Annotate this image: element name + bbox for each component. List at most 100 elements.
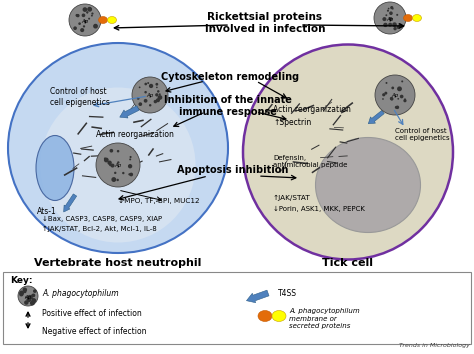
Circle shape xyxy=(383,23,388,27)
Circle shape xyxy=(25,296,27,298)
Circle shape xyxy=(392,86,394,89)
Circle shape xyxy=(117,150,119,153)
Circle shape xyxy=(154,100,157,103)
Circle shape xyxy=(398,24,402,28)
Circle shape xyxy=(110,164,115,167)
Text: Actin reorganization: Actin reorganization xyxy=(273,105,351,114)
FancyArrow shape xyxy=(120,106,139,118)
Circle shape xyxy=(139,86,140,88)
Circle shape xyxy=(33,300,35,302)
Text: ↑JAK/STAT, Bcl-2, Akt, Mcl-1, IL-8: ↑JAK/STAT, Bcl-2, Akt, Mcl-1, IL-8 xyxy=(42,226,157,232)
Circle shape xyxy=(114,172,117,174)
Circle shape xyxy=(155,83,158,86)
Circle shape xyxy=(30,301,35,306)
Circle shape xyxy=(82,7,87,12)
Text: Ap: Ap xyxy=(24,295,32,299)
Circle shape xyxy=(129,156,132,158)
Circle shape xyxy=(88,18,90,20)
Ellipse shape xyxy=(40,87,195,242)
Ellipse shape xyxy=(272,310,286,321)
Circle shape xyxy=(122,172,125,174)
Text: Ap: Ap xyxy=(82,18,89,23)
Circle shape xyxy=(145,91,147,93)
Circle shape xyxy=(129,158,131,160)
Circle shape xyxy=(389,11,393,15)
Circle shape xyxy=(147,82,149,84)
Text: Control of host
cell epigenetics: Control of host cell epigenetics xyxy=(395,128,450,141)
Circle shape xyxy=(157,95,162,100)
Circle shape xyxy=(91,15,93,17)
Circle shape xyxy=(31,294,34,297)
Circle shape xyxy=(403,99,407,102)
Circle shape xyxy=(75,14,78,17)
Text: Actin reorganization: Actin reorganization xyxy=(96,130,174,139)
Circle shape xyxy=(404,98,406,101)
Circle shape xyxy=(73,27,77,30)
Circle shape xyxy=(108,161,112,165)
Circle shape xyxy=(29,295,32,298)
Text: A. phagocytophilum
membrane or
secreted proteins: A. phagocytophilum membrane or secreted … xyxy=(289,308,360,329)
Text: ↑JAK/STAT: ↑JAK/STAT xyxy=(273,195,311,201)
Ellipse shape xyxy=(258,310,272,321)
Circle shape xyxy=(385,82,387,84)
Text: Ats-1: Ats-1 xyxy=(37,207,57,216)
Text: Ap: Ap xyxy=(146,93,154,98)
Circle shape xyxy=(385,14,387,16)
Text: Negative effect of infection: Negative effect of infection xyxy=(42,327,146,337)
Text: ↑Spectrin: ↑Spectrin xyxy=(273,118,311,127)
Circle shape xyxy=(382,93,385,96)
Circle shape xyxy=(30,296,33,299)
Circle shape xyxy=(82,13,85,17)
Circle shape xyxy=(397,86,402,91)
Circle shape xyxy=(129,173,133,176)
Circle shape xyxy=(400,95,403,98)
Circle shape xyxy=(96,143,140,187)
Circle shape xyxy=(384,92,387,95)
Circle shape xyxy=(109,149,113,153)
Circle shape xyxy=(388,8,390,10)
Circle shape xyxy=(109,164,112,166)
Circle shape xyxy=(84,20,87,22)
Circle shape xyxy=(137,97,139,100)
Ellipse shape xyxy=(108,17,117,23)
Circle shape xyxy=(23,287,27,292)
Text: ↓MPO, TF, BPI, MUC12: ↓MPO, TF, BPI, MUC12 xyxy=(118,198,200,204)
Text: Rickettsial proteins: Rickettsial proteins xyxy=(208,12,322,22)
Ellipse shape xyxy=(403,15,412,22)
Text: Vertebrate host neutrophil: Vertebrate host neutrophil xyxy=(34,258,202,268)
Circle shape xyxy=(392,8,393,10)
Circle shape xyxy=(401,80,403,82)
Circle shape xyxy=(390,97,393,100)
Circle shape xyxy=(396,105,399,109)
Circle shape xyxy=(83,25,85,28)
Circle shape xyxy=(128,173,130,176)
Circle shape xyxy=(104,158,106,160)
Circle shape xyxy=(395,106,398,109)
Circle shape xyxy=(144,99,147,103)
Text: ↓Porin, ASK1, MKK, PEPCK: ↓Porin, ASK1, MKK, PEPCK xyxy=(273,206,365,212)
FancyArrow shape xyxy=(368,110,384,124)
Circle shape xyxy=(33,289,36,293)
Ellipse shape xyxy=(8,43,228,253)
Ellipse shape xyxy=(99,17,108,23)
Circle shape xyxy=(159,93,161,95)
Circle shape xyxy=(385,23,387,26)
Circle shape xyxy=(78,22,81,25)
Circle shape xyxy=(390,97,393,101)
Circle shape xyxy=(84,21,86,23)
Text: Tick cell: Tick cell xyxy=(322,258,374,268)
FancyBboxPatch shape xyxy=(3,272,471,344)
Circle shape xyxy=(117,161,119,164)
Circle shape xyxy=(76,14,80,17)
Text: T4SS: T4SS xyxy=(278,290,297,298)
Circle shape xyxy=(387,10,389,12)
Circle shape xyxy=(19,292,24,296)
Ellipse shape xyxy=(36,136,74,200)
Text: Trends in Microbiology: Trends in Microbiology xyxy=(399,343,470,348)
Circle shape xyxy=(93,24,98,29)
Circle shape xyxy=(80,28,84,32)
Circle shape xyxy=(138,102,142,106)
Text: Ap: Ap xyxy=(392,93,399,98)
Text: A. phagocytophilum: A. phagocytophilum xyxy=(42,290,118,298)
Circle shape xyxy=(87,7,92,12)
